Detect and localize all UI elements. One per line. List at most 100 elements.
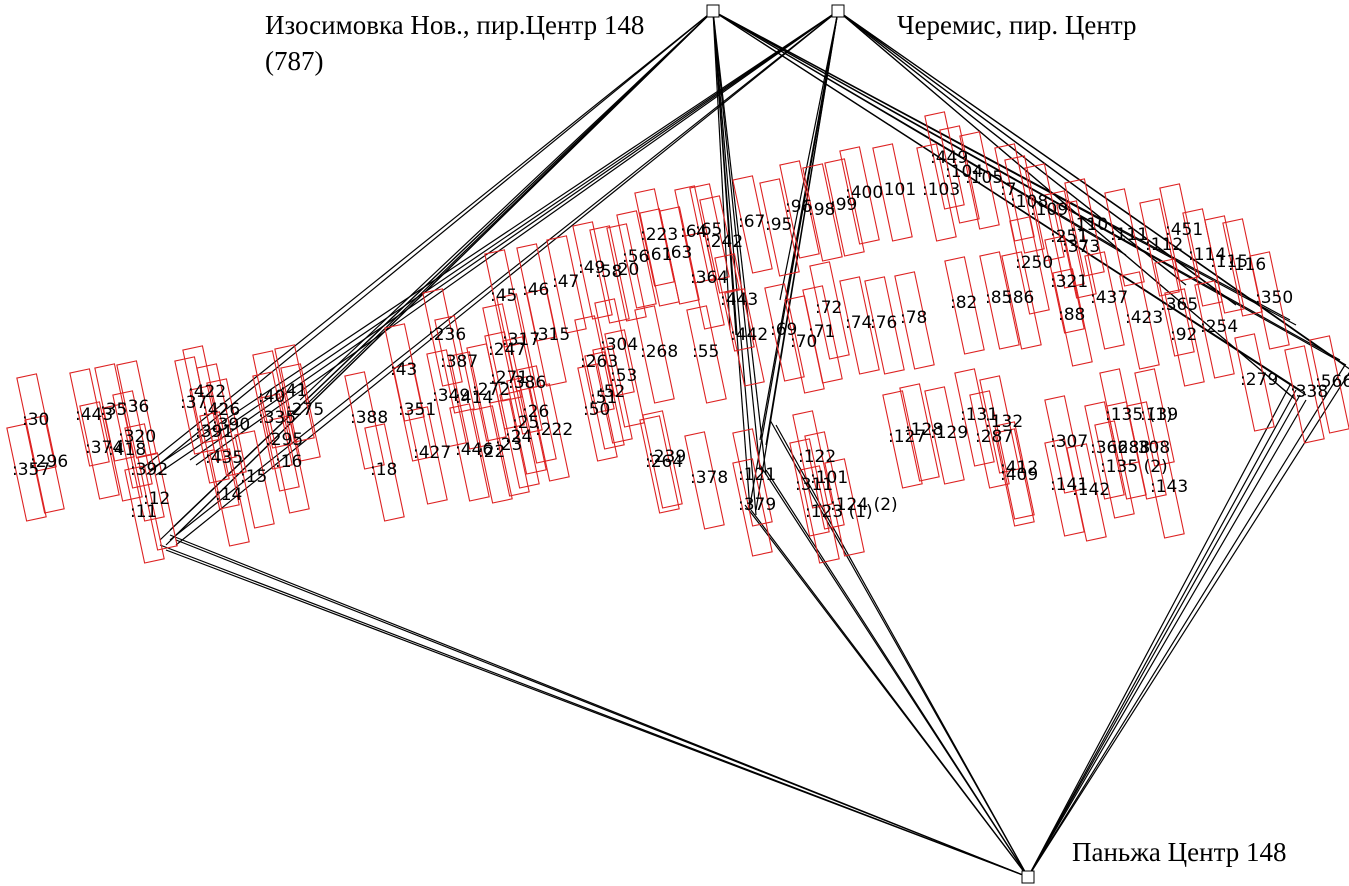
node-label: Черемис, пир. Центр [897,10,1137,40]
parcel-label: :288 [1112,438,1150,458]
parcel [916,143,957,242]
parcel-label: :364 [690,268,728,288]
parcel-label: :129 [930,423,968,443]
parcel-label: :51 [590,388,617,408]
parcel-label: :50 [583,400,610,420]
parcel [839,276,880,375]
parcel [864,276,905,375]
parcel [234,430,275,529]
parcel [1249,251,1290,350]
parcel-label: :390 [212,415,250,435]
parcel [1159,183,1200,282]
connection-line [712,10,737,336]
parcel-label: :82 [950,293,977,313]
parcel [269,415,310,514]
connection-line [165,549,1029,878]
parcel-label: :123 (1) [805,502,873,522]
parcel-label: :357 [12,460,50,480]
parcel [686,305,727,404]
parcel [384,323,425,422]
parcel-label: :128 [905,420,943,440]
node-sublabel: (787) [265,46,323,76]
parcel [724,288,765,387]
node-marker [831,4,845,18]
parcel-label: :135 (2) [1100,457,1168,477]
connection-line [299,10,714,401]
parcel [1134,368,1175,467]
parcel [792,410,833,509]
parcel [209,448,250,547]
parcel-label: :272 [472,380,510,400]
parcel [894,271,935,370]
parcel-label: :317 [502,330,540,350]
parcel [839,146,880,245]
connection-line [750,509,1029,878]
parcel-label: :98 [808,200,835,220]
parcel [546,235,587,334]
parcel-label: :263 [580,352,618,372]
parcel-label: :222 [535,420,573,440]
parcel-label: :451 [1165,220,1203,240]
parcels [6,111,1349,564]
parcel-label: :392 [130,460,168,480]
parcel [252,350,293,449]
connection-line [1027,394,1301,878]
connection-line [837,10,1187,286]
node-label: Изосимовка Нов., пир.Центр 148 [265,10,644,40]
parcel-label: :379 [738,495,776,515]
parcel [280,363,321,462]
parcel [137,452,178,551]
parcel-label: :247 [488,340,526,360]
parcel [1024,163,1065,262]
connection-line [155,10,839,476]
parcel [252,371,293,470]
parcel-label: :365 [1160,295,1198,315]
parcel [872,143,913,242]
parcel-label: :414 [455,388,493,408]
parcel [684,231,725,330]
parcel-label: :72 [815,298,842,318]
parcel-label: :264 [645,452,683,472]
parcel [802,163,843,262]
parcel-label: :449 [930,148,968,168]
parcel [899,383,940,482]
parcel [449,403,490,502]
parcel-label: :386 [508,373,546,393]
parcel-label: :24 [505,427,532,447]
parcel-label: :418 [108,440,146,460]
connection-line [169,10,839,541]
parcel-label: :11 [130,502,157,522]
parcel [574,315,615,414]
connection-line [765,10,839,446]
parcel [764,283,805,382]
parcel [24,415,65,514]
parcel [604,329,645,428]
parcel-label: :426 [202,400,240,420]
parcel [684,431,725,530]
parcel-label: :53 [610,366,637,386]
parcel [924,386,965,485]
parcel [572,221,613,320]
parcel [1234,333,1275,432]
parcel [592,345,633,444]
parcel-label: :74 [845,313,872,333]
parcel-label: :22 [478,442,505,462]
parcel [799,465,840,564]
parcel-label: :443 [75,405,113,425]
parcel [102,403,143,502]
parcel-label: :422 [188,382,226,402]
parcel-label: :338 [1290,382,1328,402]
parcel [472,405,513,504]
parcel-label: :63 [665,243,692,263]
parcel-label: :251 [1050,227,1088,247]
parcel-label: :110 [1070,215,1108,235]
parcel [584,351,625,450]
parcel-label: :101 [810,468,848,488]
parcel [882,390,923,489]
parcel [939,125,980,224]
parcel-label: :121 [738,465,776,485]
parcel [699,195,740,294]
parcel [407,406,448,505]
connection-line [145,10,714,476]
node-label: Паньжа Центр 148 [1072,837,1286,867]
